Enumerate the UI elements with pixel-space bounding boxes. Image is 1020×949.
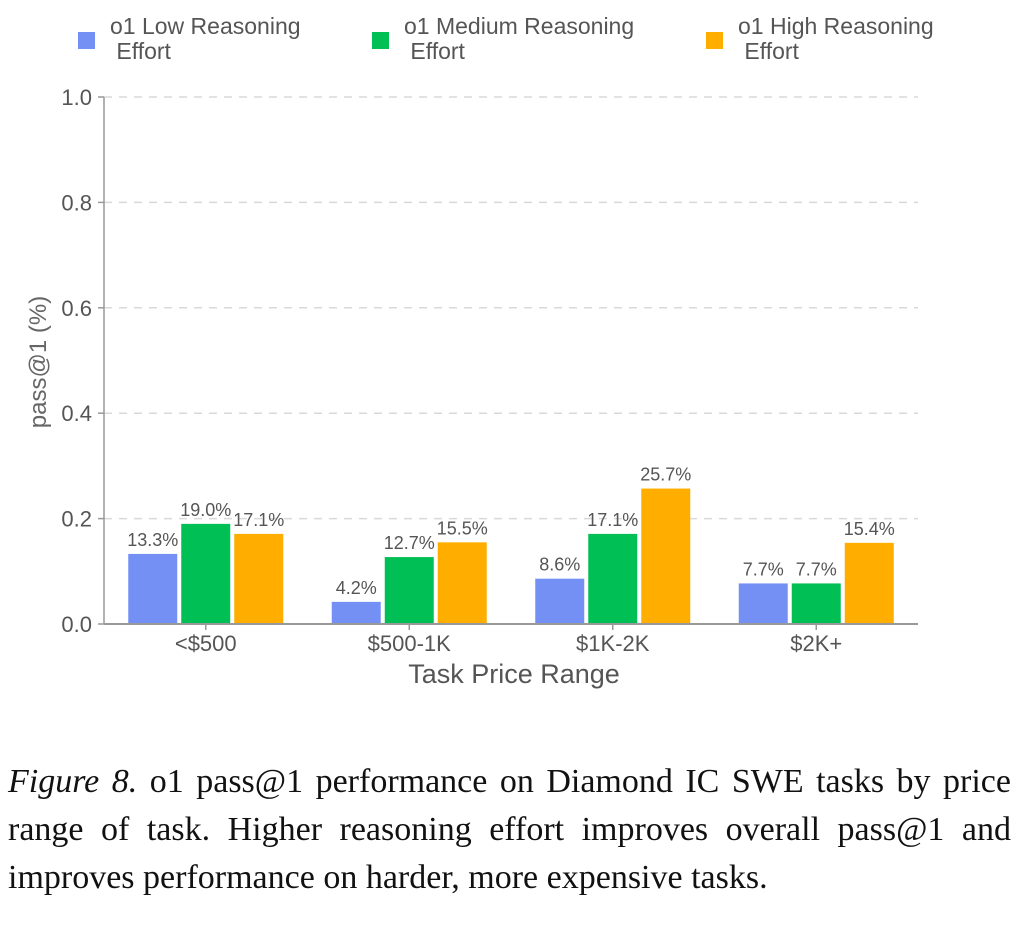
x-axis-label: Task Price Range: [408, 659, 620, 689]
data-label: 19.0%: [180, 500, 231, 520]
y-tick-label: 0.4: [61, 401, 92, 426]
gridlines: [104, 96, 918, 520]
x-axis: <$500 $500-1K $1K-2K $2K+: [104, 623, 918, 656]
bar: [791, 583, 841, 624]
bar: [641, 488, 691, 624]
legend-label: Effort: [404, 38, 466, 64]
legend-swatch: [78, 32, 95, 49]
y-tick-label: 1.0: [61, 85, 92, 110]
bar: [437, 542, 487, 624]
bar: [588, 533, 638, 624]
x-tick-label: $1K-2K: [576, 631, 650, 656]
x-tick-label: $500-1K: [368, 631, 452, 656]
data-label: 15.5%: [437, 518, 488, 538]
data-label: 8.6%: [539, 555, 580, 575]
bars: 13.3%19.0%17.1%4.2%12.7%15.5%8.6%17.1%25…: [127, 465, 895, 624]
legend-label: o1 Low Reasoning: [110, 13, 301, 39]
y-tick-label: 0.0: [61, 612, 92, 637]
figure-caption: Figure 8. o1 pass@1 performance on Diamo…: [8, 758, 1011, 902]
data-label: 7.7%: [743, 559, 784, 579]
y-tick-label: 0.6: [61, 296, 92, 321]
bar: [738, 583, 788, 624]
y-axis: 0.0 0.2 0.4 0.6 0.8 1.0: [61, 85, 105, 637]
bar: [535, 578, 585, 624]
bar: [181, 523, 231, 624]
x-tick-label: <$500: [175, 631, 237, 656]
legend-swatch: [706, 32, 723, 49]
legend-swatch: [372, 32, 389, 49]
bar: [234, 533, 284, 624]
y-tick-label: 0.8: [61, 190, 92, 215]
data-label: 4.2%: [336, 578, 377, 598]
figure-label: Figure 8.: [8, 763, 138, 800]
data-label: 15.4%: [844, 519, 895, 539]
data-label: 17.1%: [587, 510, 638, 530]
data-label: 12.7%: [384, 533, 435, 553]
data-label: 25.7%: [640, 465, 691, 485]
legend-label: Effort: [110, 38, 172, 64]
data-label: 13.3%: [127, 530, 178, 550]
legend-label: o1 Medium Reasoning: [404, 13, 634, 39]
bar: [844, 542, 894, 624]
caption-text: o1 pass@1 performance on Diamond IC SWE …: [8, 763, 1011, 896]
y-tick-label: 0.2: [61, 507, 92, 532]
bar: [384, 557, 434, 624]
y-axis-label: pass@1 (%): [25, 296, 52, 428]
bar: [331, 601, 381, 624]
data-label: 17.1%: [233, 510, 284, 530]
data-label: 7.7%: [796, 559, 837, 579]
x-tick-label: $2K+: [790, 631, 842, 656]
bar: [128, 553, 178, 624]
legend-label: o1 High Reasoning: [738, 13, 934, 39]
legend-label: Effort: [738, 38, 800, 64]
